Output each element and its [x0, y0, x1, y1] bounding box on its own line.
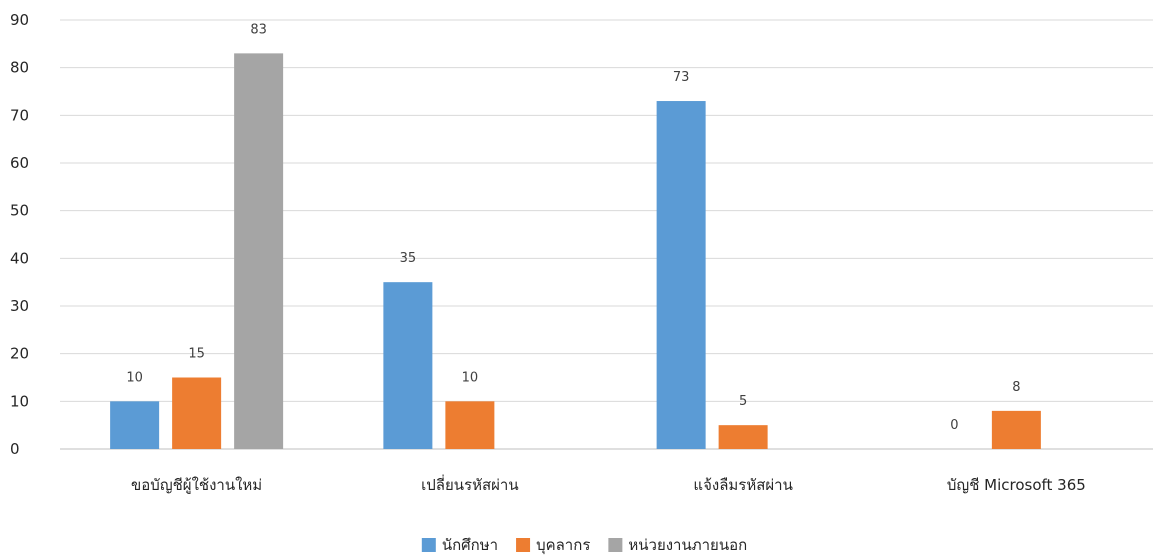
legend: นักศึกษา บุคลากร หน่วยงานภายนอก — [421, 536, 747, 555]
bar — [110, 401, 160, 449]
bars — [110, 53, 1041, 450]
data-label: 73 — [673, 70, 690, 85]
bar — [991, 410, 1041, 449]
data-label: 83 — [250, 22, 267, 37]
legend-label: บุคลากร — [536, 536, 590, 555]
gridlines — [60, 19, 1153, 450]
data-label: 10 — [462, 370, 479, 385]
y-tick-label: 80 — [10, 59, 29, 77]
data-label: 8 — [1012, 380, 1020, 395]
bar — [445, 401, 495, 449]
y-tick-label: 90 — [10, 11, 29, 29]
category-label: เปลี่ยนรหัสผ่าน — [421, 474, 518, 494]
legend-swatch — [608, 538, 623, 552]
y-axis-ticks: 0 10 20 30 40 50 60 70 80 90 — [10, 11, 29, 458]
x-axis-categories: ขอบัญชีผู้ใช้งานใหม่ เปลี่ยนรหัสผ่าน แจ้งล… — [131, 474, 1086, 494]
y-tick-label: 70 — [10, 106, 29, 124]
y-tick-label: 0 — [10, 440, 20, 458]
legend-label: หน่วยงานภายนอก — [628, 536, 747, 554]
legend-swatch — [421, 538, 436, 552]
y-tick-label: 60 — [10, 154, 29, 172]
y-tick-label: 40 — [10, 249, 29, 267]
category-label: ขอบัญชีผู้ใช้งานใหม่ — [131, 476, 262, 494]
data-label: 15 — [188, 347, 205, 362]
data-label: 0 — [950, 418, 958, 433]
legend-swatch — [516, 538, 531, 552]
category-label: แจ้งลืมรหัสผ่าน — [693, 476, 792, 494]
y-tick-label: 30 — [10, 297, 29, 315]
data-label: 5 — [739, 394, 747, 409]
bar — [172, 377, 222, 449]
y-tick-label: 20 — [10, 345, 29, 363]
bar — [234, 53, 284, 449]
data-label: 10 — [126, 370, 143, 385]
data-label: 35 — [400, 251, 417, 266]
category-label: บัญชี Microsoft 365 — [947, 476, 1086, 494]
legend-label: นักศึกษา — [442, 536, 498, 554]
data-labels: 10 15 83 35 10 73 5 0 8 — [126, 22, 1020, 433]
y-tick-label: 50 — [10, 202, 29, 220]
bar — [718, 425, 768, 449]
bar — [383, 282, 433, 449]
y-tick-label: 10 — [10, 392, 29, 410]
bar — [656, 101, 706, 450]
